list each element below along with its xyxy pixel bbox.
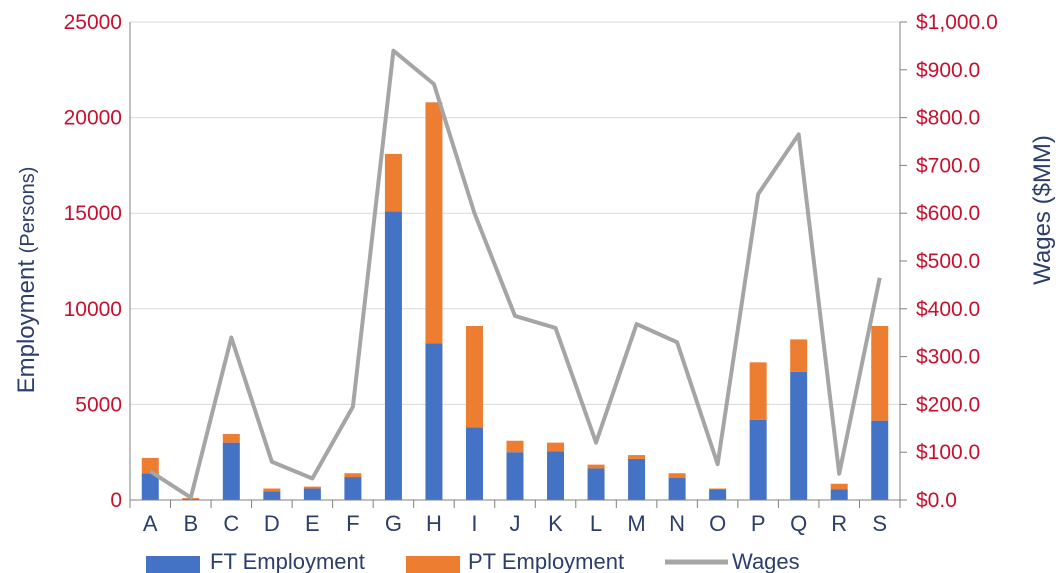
bar-ft-M	[628, 458, 646, 500]
right-tick-label: $1,000.0	[916, 11, 998, 34]
bar-ft-O	[709, 489, 727, 500]
bar-pt-J	[506, 440, 524, 453]
bar-pt-L	[587, 464, 605, 469]
bar-ft-N	[668, 478, 686, 500]
legend: FT Employment PT Employment Wages	[146, 549, 800, 573]
legend-label-ft: FT Employment	[210, 549, 365, 573]
right-tick-label: $0.0	[916, 489, 957, 512]
category-label-P: P	[751, 511, 766, 536]
right-axis-ticks: $0.0 $100.0 $200.0 $300.0 $400.0 $500.0 $600.0…	[900, 11, 998, 512]
bar-pt-G	[384, 153, 402, 212]
left-axis-title-main: Employment	[13, 260, 40, 394]
bar-pt-D	[263, 488, 281, 492]
bar-ft-E	[303, 488, 321, 500]
category-label-D: D	[264, 511, 280, 536]
bar-ft-A	[141, 473, 159, 500]
bar-ft-R	[830, 489, 848, 500]
left-axis-ticks: 0 5000 10000 15000 20000 25000	[64, 11, 122, 512]
right-tick-label: $400.0	[916, 298, 980, 321]
right-tick-label: $700.0	[916, 154, 980, 177]
bar-pt-E	[303, 486, 321, 489]
category-label-I: I	[471, 511, 477, 536]
wages-line-layer	[149, 48, 882, 500]
bar-ft-S	[871, 420, 889, 500]
legend-label-pt: PT Employment	[468, 549, 624, 573]
bar-ft-D	[263, 491, 281, 500]
bar-ft-G	[384, 211, 402, 500]
right-tick-label: $800.0	[916, 107, 980, 130]
bar-ft-P	[749, 419, 767, 500]
category-label-M: M	[627, 511, 645, 536]
category-label-O: O	[709, 511, 726, 536]
category-label-K: K	[548, 511, 563, 536]
bar-ft-F	[344, 477, 362, 500]
bar-pt-F	[344, 473, 362, 478]
right-tick-label: $900.0	[916, 59, 980, 82]
bar-pt-O	[709, 488, 727, 490]
left-tick-label: 0	[110, 489, 122, 512]
right-axis-title: Wages ($MM)	[1029, 135, 1056, 285]
category-label-S: S	[872, 511, 887, 536]
right-tick-label: $200.0	[916, 393, 980, 416]
bar-pt-N	[668, 473, 686, 479]
bar-pt-K	[547, 442, 565, 452]
category-label-R: R	[831, 511, 847, 536]
bar-ft-I	[465, 427, 483, 500]
axes	[129, 22, 901, 508]
bar-pt-M	[628, 455, 646, 459]
category-label-G: G	[385, 511, 402, 536]
category-label-J: J	[510, 511, 521, 536]
bar-ft-L	[587, 468, 605, 500]
category-label-Q: Q	[790, 511, 807, 536]
gridlines	[130, 21, 900, 405]
legend-label-wages: Wages	[732, 549, 800, 573]
right-tick-label: $500.0	[916, 250, 980, 273]
category-label-H: H	[426, 511, 442, 536]
legend-swatch-ft	[146, 556, 200, 573]
bar-pt-A	[141, 457, 159, 474]
bar-ft-K	[547, 451, 565, 500]
right-tick-label: $100.0	[916, 441, 980, 464]
left-tick-label: 20000	[64, 107, 122, 130]
right-tick-label: $600.0	[916, 202, 980, 225]
left-tick-label: 5000	[75, 393, 122, 416]
left-tick-label: 25000	[64, 11, 122, 34]
bar-ft-C	[222, 442, 240, 500]
category-label-C: C	[223, 511, 239, 536]
bar-pt-I	[465, 326, 483, 428]
left-tick-label: 15000	[64, 202, 122, 225]
bar-pt-P	[749, 362, 767, 420]
category-label-A: A	[143, 511, 158, 536]
left-axis-title: Employment (Persons)	[13, 167, 40, 394]
bar-ft-J	[506, 452, 524, 500]
bar-pt-S	[871, 326, 889, 421]
category-label-E: E	[305, 511, 320, 536]
bar-ft-Q	[790, 371, 808, 500]
category-label-N: N	[669, 511, 685, 536]
bar-pt-H	[425, 102, 443, 344]
left-axis-title-unit: (Persons)	[17, 167, 39, 254]
bar-ft-H	[425, 343, 443, 500]
category-label-F: F	[346, 511, 359, 536]
legend-swatch-pt	[406, 556, 460, 573]
category-label-L: L	[590, 511, 602, 536]
category-label-B: B	[183, 511, 198, 536]
right-tick-label: $300.0	[916, 346, 980, 369]
bar-pt-Q	[790, 339, 808, 372]
left-tick-label: 10000	[64, 298, 122, 321]
bar-pt-C	[222, 434, 240, 443]
bar-layer	[141, 102, 889, 500]
wages-line	[149, 48, 882, 500]
bar-pt-R	[830, 483, 848, 490]
